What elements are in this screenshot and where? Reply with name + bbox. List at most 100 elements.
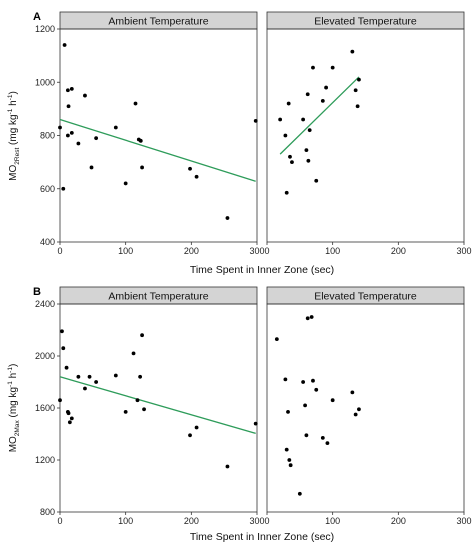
- facet-strip-label: Elevated Temperature: [314, 15, 417, 27]
- chart-panel-b: B Ambient Temperature 0 100 200 300 800 1200 160…: [7, 286, 472, 543]
- y-tick-label: 1200: [35, 455, 55, 465]
- data-point: [284, 447, 289, 452]
- data-point: [62, 43, 67, 47]
- facet-strip-label: Ambient Temperature: [108, 15, 208, 27]
- data-point: [350, 49, 355, 54]
- x-axis-label: Time Spent in Inner Zone (sec): [190, 264, 334, 276]
- data-point: [290, 160, 294, 165]
- data-point: [357, 407, 361, 412]
- x-tick-label: 100: [118, 246, 133, 256]
- data-point: [305, 316, 310, 321]
- data-point: [61, 186, 66, 191]
- data-point: [66, 104, 71, 109]
- data-point: [65, 133, 70, 138]
- y-tick-label: 1000: [35, 77, 55, 87]
- facet-elevated: Elevated Temperature 0 100 200 300: [264, 286, 472, 526]
- facet-ambient: Ambient Temperature 0 100 200 300 400 600 800 10…: [35, 11, 265, 256]
- data-point: [60, 329, 64, 334]
- data-point: [83, 93, 87, 98]
- data-point: [194, 174, 199, 179]
- data-point: [61, 346, 66, 351]
- data-point: [274, 337, 279, 341]
- data-point: [194, 425, 199, 430]
- data-point: [87, 374, 92, 379]
- data-point: [225, 216, 230, 220]
- facet-strip-label: Elevated Temperature: [314, 290, 417, 302]
- data-point: [325, 441, 330, 445]
- data-point: [305, 92, 310, 97]
- data-point: [353, 88, 358, 93]
- data-point: [306, 158, 311, 163]
- data-point: [288, 463, 293, 468]
- data-point: [142, 407, 146, 412]
- data-point: [89, 165, 94, 170]
- data-point: [69, 87, 74, 91]
- data-point: [94, 136, 99, 141]
- x-tick-label: 0: [264, 246, 269, 256]
- facet-ambient: Ambient Temperature 0 100 200 300 800 1200 1600…: [35, 286, 265, 526]
- data-point: [314, 387, 319, 392]
- y-tick-label: 1200: [35, 24, 55, 34]
- data-point: [283, 377, 288, 382]
- data-point: [311, 378, 315, 383]
- data-point: [314, 178, 319, 183]
- x-axis-label: Time Spent in Inner Zone (sec): [190, 531, 334, 543]
- data-point: [320, 98, 325, 103]
- data-point: [330, 65, 335, 70]
- data-point: [123, 181, 128, 186]
- data-point: [58, 125, 62, 130]
- data-point: [283, 133, 288, 138]
- data-point: [135, 398, 140, 403]
- data-point: [94, 380, 99, 384]
- facet-strip-label: Ambient Temperature: [108, 290, 208, 302]
- x-tick-label: 100: [325, 516, 340, 526]
- y-axis-label: MO2Rest (mg kg-1 h-1): [7, 91, 21, 181]
- x-tick-label: 200: [391, 246, 406, 256]
- data-point: [58, 398, 62, 403]
- data-point: [140, 165, 144, 170]
- data-point: [350, 390, 355, 395]
- data-point: [303, 403, 307, 408]
- data-point: [304, 433, 309, 438]
- data-point: [113, 125, 118, 130]
- y-tick-label: 2400: [35, 299, 55, 309]
- data-point: [131, 351, 136, 356]
- data-point: [253, 421, 258, 426]
- data-point: [301, 117, 306, 122]
- panel-label: B: [33, 286, 41, 298]
- x-tick-label: 300: [249, 516, 264, 526]
- x-tick-label: 100: [325, 246, 340, 256]
- data-point: [133, 101, 138, 106]
- x-tick-label: 300: [456, 516, 471, 526]
- data-point: [225, 464, 230, 469]
- data-point: [138, 374, 143, 379]
- data-point: [301, 380, 306, 384]
- trend-line: [59, 376, 256, 434]
- x-tick-label: 0: [57, 246, 62, 256]
- data-point: [113, 373, 118, 378]
- x-tick-label: 200: [184, 246, 199, 256]
- data-point: [69, 130, 74, 135]
- data-point: [286, 410, 290, 414]
- trend-line: [59, 118, 256, 182]
- panel-label: A: [33, 11, 41, 23]
- y-tick-label: 600: [40, 184, 55, 194]
- data-point: [286, 101, 291, 106]
- data-point: [355, 104, 360, 109]
- data-point: [67, 420, 72, 425]
- trend-line: [279, 76, 360, 155]
- data-point: [288, 154, 292, 159]
- data-point: [140, 333, 144, 338]
- y-tick-label: 800: [40, 131, 55, 141]
- data-point: [320, 436, 325, 440]
- plot-area: [266, 28, 465, 243]
- chart-panel-a: A Ambient Temperature 0 100 200 300 400 600 800 1…: [7, 11, 472, 276]
- x-tick-label: 0: [57, 516, 62, 526]
- plot-area: [266, 303, 465, 513]
- data-point: [309, 315, 314, 319]
- y-tick-label: 1600: [35, 403, 55, 413]
- data-point: [76, 374, 81, 379]
- facet-elevated: Elevated Temperature 0 100 200 300: [264, 11, 472, 256]
- x-tick-label: 200: [391, 516, 406, 526]
